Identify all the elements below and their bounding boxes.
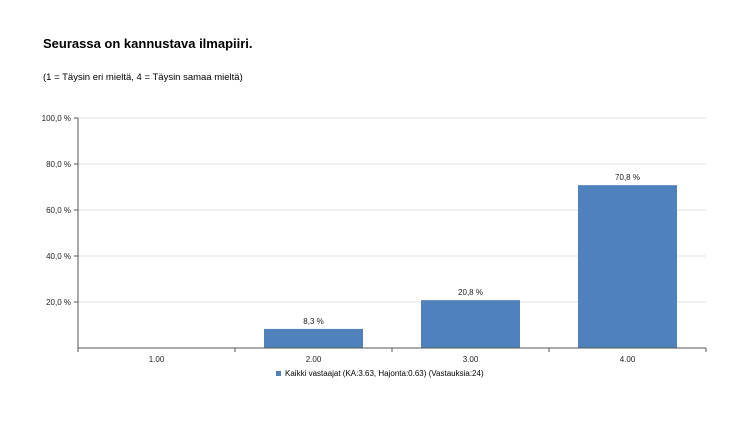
y-tick-label: 60,0 % bbox=[46, 206, 71, 215]
legend-label: Kaikki vastaajat (KA:3.63, Hajonta:0.63)… bbox=[285, 369, 484, 378]
legend-swatch bbox=[276, 371, 281, 376]
x-tick-label: 1.00 bbox=[149, 355, 165, 364]
chart-title: Seurassa on kannustava ilmapiiri. bbox=[43, 36, 253, 51]
data-label: 20,8 % bbox=[458, 288, 483, 297]
bar bbox=[421, 300, 520, 348]
x-tick-label: 4.00 bbox=[620, 355, 636, 364]
bar-layer: 8,3 % 20,8 % 70,8 % bbox=[264, 173, 677, 348]
y-tick-label: 40,0 % bbox=[46, 252, 71, 261]
data-label: 70,8 % bbox=[615, 173, 640, 182]
x-tick-label: 2.00 bbox=[306, 355, 322, 364]
data-label: 8,3 % bbox=[303, 317, 323, 326]
legend: Kaikki vastaajat (KA:3.63, Hajonta:0.63)… bbox=[276, 369, 484, 378]
y-tick-label: 80,0 % bbox=[46, 160, 71, 169]
grid-layer bbox=[78, 117, 706, 303]
x-tick-label: 3.00 bbox=[463, 355, 479, 364]
bar bbox=[264, 328, 363, 348]
axis-layer: 20,0 % 40,0 % 60,0 % 80,0 % 100,0 % 1.00 2.00 3… bbox=[42, 114, 707, 364]
y-tick-label: 100,0 % bbox=[42, 114, 71, 123]
y-tick-label: 20,0 % bbox=[46, 298, 71, 307]
bar bbox=[578, 185, 677, 348]
chart-subtitle: (1 = Täysin eri mieltä, 4 = Täysin samaa… bbox=[43, 72, 243, 83]
